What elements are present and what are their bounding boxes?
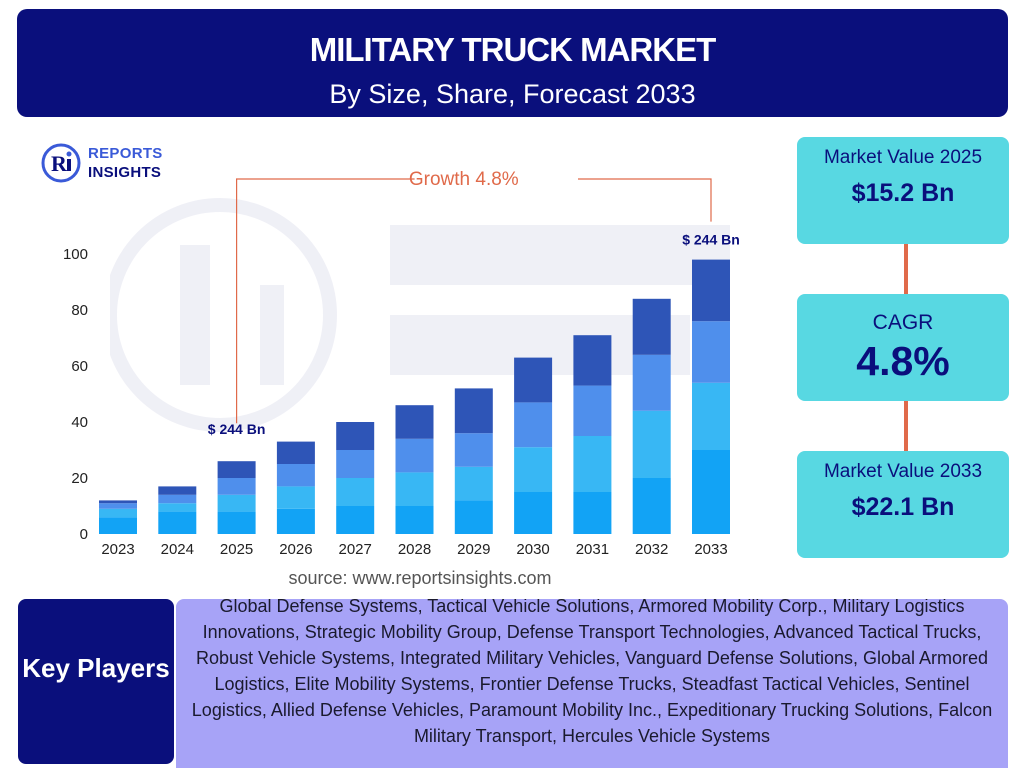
bar-segment <box>336 422 375 450</box>
bar-segment <box>158 486 197 495</box>
cagr-value: 4.8% <box>856 338 950 384</box>
x-tick-label: 2033 <box>694 541 727 558</box>
bar-segment <box>692 450 730 534</box>
logo-line-2: INSIGHTS <box>88 164 162 181</box>
bar-segment <box>395 438 434 473</box>
bar-segment <box>99 500 137 504</box>
x-axis: 2023 2024 2025 2026 2027 2028 2029 2030 2031 2032… <box>101 541 727 558</box>
reports-insights-logo: R REPORTS INSIGHTS <box>40 140 180 186</box>
market-value-2033-card: Market Value 2033 $22.1 Bn <box>797 451 1009 558</box>
y-tick-label: 40 <box>71 414 88 431</box>
bar-segment <box>692 259 730 322</box>
bar-segment <box>632 298 671 355</box>
bar-segment <box>514 402 553 448</box>
y-tick-label: 80 <box>71 302 88 319</box>
x-tick-label: 2030 <box>516 541 549 558</box>
market-value-2025-value: $15.2 Bn <box>851 179 955 207</box>
x-tick-label: 2029 <box>457 541 490 558</box>
bar-segment <box>454 388 493 434</box>
growth-line-left <box>236 178 415 424</box>
market-value-2025-label: Market Value 2025 <box>823 147 983 168</box>
end-value-label: $ 244 Bn <box>682 232 740 248</box>
market-value-2033-label: Market Value 2033 <box>823 461 983 482</box>
y-tick-label: 60 <box>71 358 88 375</box>
x-tick-label: 2028 <box>398 541 431 558</box>
bar-segment <box>99 503 137 509</box>
bar-segment <box>454 500 493 534</box>
logo-wordmark: REPORTS INSIGHTS <box>88 144 163 182</box>
start-value-label: $ 244 Bn <box>208 421 266 437</box>
y-axis: 0 20 40 60 80 100 <box>63 246 88 543</box>
cagr-card: CAGR 4.8% <box>797 294 1009 401</box>
bar-segment <box>454 433 493 467</box>
bar-stacks <box>99 259 730 534</box>
y-tick-label: 100 <box>63 246 88 263</box>
card-connector <box>904 244 908 294</box>
ri-logo-icon: R <box>41 143 81 183</box>
bar-segment <box>217 478 256 495</box>
y-tick-label: 20 <box>71 470 88 487</box>
bar-segment <box>99 517 137 534</box>
bar-segment <box>336 506 375 534</box>
bar-segment <box>632 410 671 478</box>
bar-segment <box>395 506 434 534</box>
x-tick-label: 2027 <box>339 541 372 558</box>
bar-segment <box>158 503 197 512</box>
bar-segment <box>395 405 434 439</box>
bar-segment <box>573 385 612 436</box>
source-note: source: www.reportsinsights.com <box>288 568 552 588</box>
bar-segment <box>336 478 375 506</box>
page-subtitle: By Size, Share, Forecast 2033 <box>329 79 696 109</box>
bar-segment <box>276 464 315 487</box>
bar-segment <box>514 447 553 492</box>
bar-segment <box>276 508 315 534</box>
growth-line-right <box>578 178 712 222</box>
market-value-2025-card: Market Value 2025 $15.2 Bn <box>797 137 1009 244</box>
x-tick-label: 2026 <box>279 541 312 558</box>
bar-segment <box>276 441 315 464</box>
bar-segment <box>632 478 671 534</box>
header-banner: MILITARY TRUCK MARKET By Size, Share, Fo… <box>17 9 1008 117</box>
key-players-panel: Global Defense Systems, Tactical Vehicle… <box>176 599 1008 768</box>
page-title: MILITARY TRUCK MARKET <box>309 31 717 68</box>
card-connector <box>904 401 908 451</box>
bar-segment <box>217 511 256 534</box>
bar-segment <box>632 354 671 411</box>
key-players-list: Global Defense Systems, Tactical Vehicle… <box>191 599 993 746</box>
bar-segment <box>692 382 730 450</box>
growth-annotation: Growth 4.8% $ 244 Bn $ 244 Bn <box>208 169 740 437</box>
bar-segment <box>158 511 197 534</box>
key-players-label: Key Players <box>18 599 174 764</box>
x-tick-label: 2024 <box>161 541 194 558</box>
bar-segment <box>217 494 256 512</box>
bar-segment <box>573 492 612 534</box>
bar-segment <box>573 436 612 492</box>
bar-segment <box>454 466 493 501</box>
bar-segment <box>573 335 612 386</box>
market-value-2033-value: $22.1 Bn <box>851 493 955 521</box>
bar-segment <box>336 450 375 478</box>
bar-segment <box>276 486 315 509</box>
x-tick-label: 2031 <box>576 541 609 558</box>
y-tick-label: 0 <box>80 526 88 543</box>
svg-text:R: R <box>51 151 68 176</box>
cagr-label: CAGR <box>872 311 934 334</box>
bar-segment <box>158 494 197 504</box>
x-tick-label: 2023 <box>101 541 134 558</box>
x-tick-label: 2025 <box>220 541 253 558</box>
logo-line-1: REPORTS <box>88 145 163 162</box>
bar-segment <box>692 321 730 383</box>
bar-segment <box>514 357 553 403</box>
bar-segment <box>395 472 434 506</box>
bar-segment <box>99 508 137 518</box>
bar-segment <box>217 461 256 478</box>
x-tick-label: 2032 <box>635 541 668 558</box>
growth-label: Growth 4.8% <box>409 169 519 190</box>
bar-segment <box>514 492 553 534</box>
